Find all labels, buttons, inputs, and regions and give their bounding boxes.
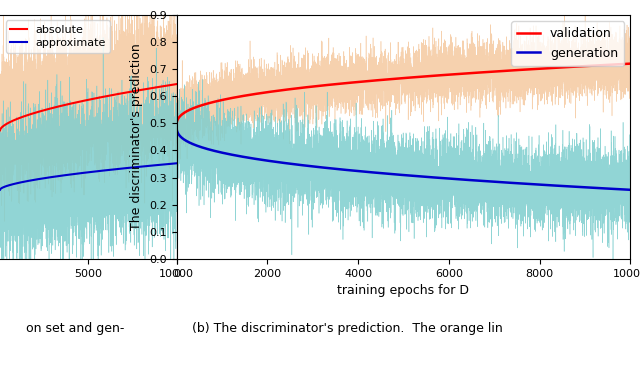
Line: validation: validation xyxy=(177,64,630,126)
Y-axis label: The discriminator's prediction: The discriminator's prediction xyxy=(131,44,143,230)
validation xyxy=(627,61,634,66)
absolute xyxy=(6,120,14,124)
absolute xyxy=(173,82,180,86)
generation xyxy=(200,146,207,150)
generation xyxy=(191,143,199,147)
validation xyxy=(200,102,207,107)
absolute xyxy=(0,128,4,132)
approximate xyxy=(6,183,14,187)
validation xyxy=(191,105,199,110)
approximate xyxy=(31,178,38,182)
approximate xyxy=(173,161,180,165)
Line: absolute: absolute xyxy=(0,84,177,130)
approximate xyxy=(0,186,4,191)
validation xyxy=(175,116,182,120)
absolute xyxy=(3,121,11,126)
Legend: validation, generation: validation, generation xyxy=(511,21,624,66)
Line: approximate: approximate xyxy=(0,163,177,190)
validation xyxy=(173,124,180,128)
generation xyxy=(627,188,634,192)
approximate xyxy=(83,170,90,175)
generation xyxy=(173,124,180,128)
generation xyxy=(175,132,182,137)
generation xyxy=(262,158,269,162)
validation xyxy=(262,90,269,95)
absolute xyxy=(31,111,38,115)
generation xyxy=(394,172,402,177)
Text: (b) The discriminator's prediction.  The orange lin: (b) The discriminator's prediction. The … xyxy=(192,322,503,335)
approximate xyxy=(0,188,4,192)
approximate xyxy=(3,184,11,188)
validation xyxy=(602,63,610,67)
Legend: absolute, approximate: absolute, approximate xyxy=(6,20,110,53)
approximate xyxy=(163,162,171,166)
Text: on set and gen-: on set and gen- xyxy=(26,322,124,335)
generation xyxy=(602,186,610,191)
Line: generation: generation xyxy=(177,126,630,190)
validation xyxy=(394,76,402,81)
absolute xyxy=(83,98,90,102)
X-axis label: training epochs for D: training epochs for D xyxy=(337,284,470,297)
absolute xyxy=(0,126,4,131)
absolute xyxy=(163,83,171,88)
